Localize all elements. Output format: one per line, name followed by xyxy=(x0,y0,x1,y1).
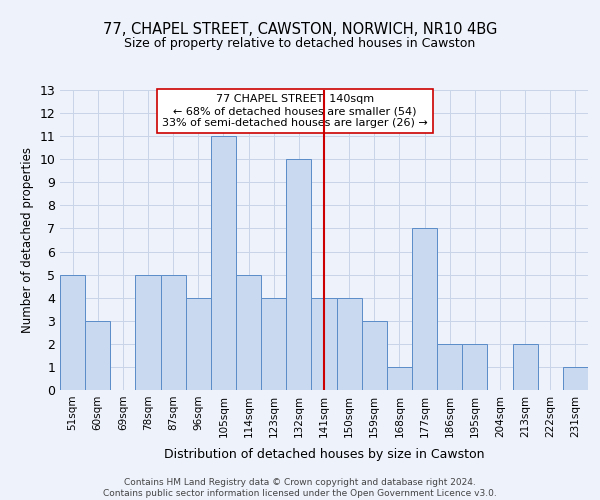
Text: Size of property relative to detached houses in Cawston: Size of property relative to detached ho… xyxy=(124,38,476,51)
Bar xyxy=(563,367,588,390)
Bar xyxy=(362,321,387,390)
Bar xyxy=(387,367,412,390)
Y-axis label: Number of detached properties: Number of detached properties xyxy=(21,147,34,333)
Text: Contains HM Land Registry data © Crown copyright and database right 2024.
Contai: Contains HM Land Registry data © Crown c… xyxy=(103,478,497,498)
Bar xyxy=(311,298,337,390)
Bar xyxy=(412,228,437,390)
X-axis label: Distribution of detached houses by size in Cawston: Distribution of detached houses by size … xyxy=(164,448,484,461)
Bar xyxy=(512,344,538,390)
Bar xyxy=(60,274,85,390)
Text: 77, CHAPEL STREET, CAWSTON, NORWICH, NR10 4BG: 77, CHAPEL STREET, CAWSTON, NORWICH, NR1… xyxy=(103,22,497,38)
Bar xyxy=(85,321,110,390)
Bar xyxy=(462,344,487,390)
Bar xyxy=(236,274,261,390)
Bar xyxy=(161,274,186,390)
Bar xyxy=(337,298,362,390)
Bar xyxy=(261,298,286,390)
Bar xyxy=(136,274,161,390)
Bar xyxy=(186,298,211,390)
Bar xyxy=(286,159,311,390)
Bar xyxy=(211,136,236,390)
Text: 77 CHAPEL STREET: 140sqm
← 68% of detached houses are smaller (54)
33% of semi-d: 77 CHAPEL STREET: 140sqm ← 68% of detach… xyxy=(162,94,428,128)
Bar xyxy=(437,344,462,390)
